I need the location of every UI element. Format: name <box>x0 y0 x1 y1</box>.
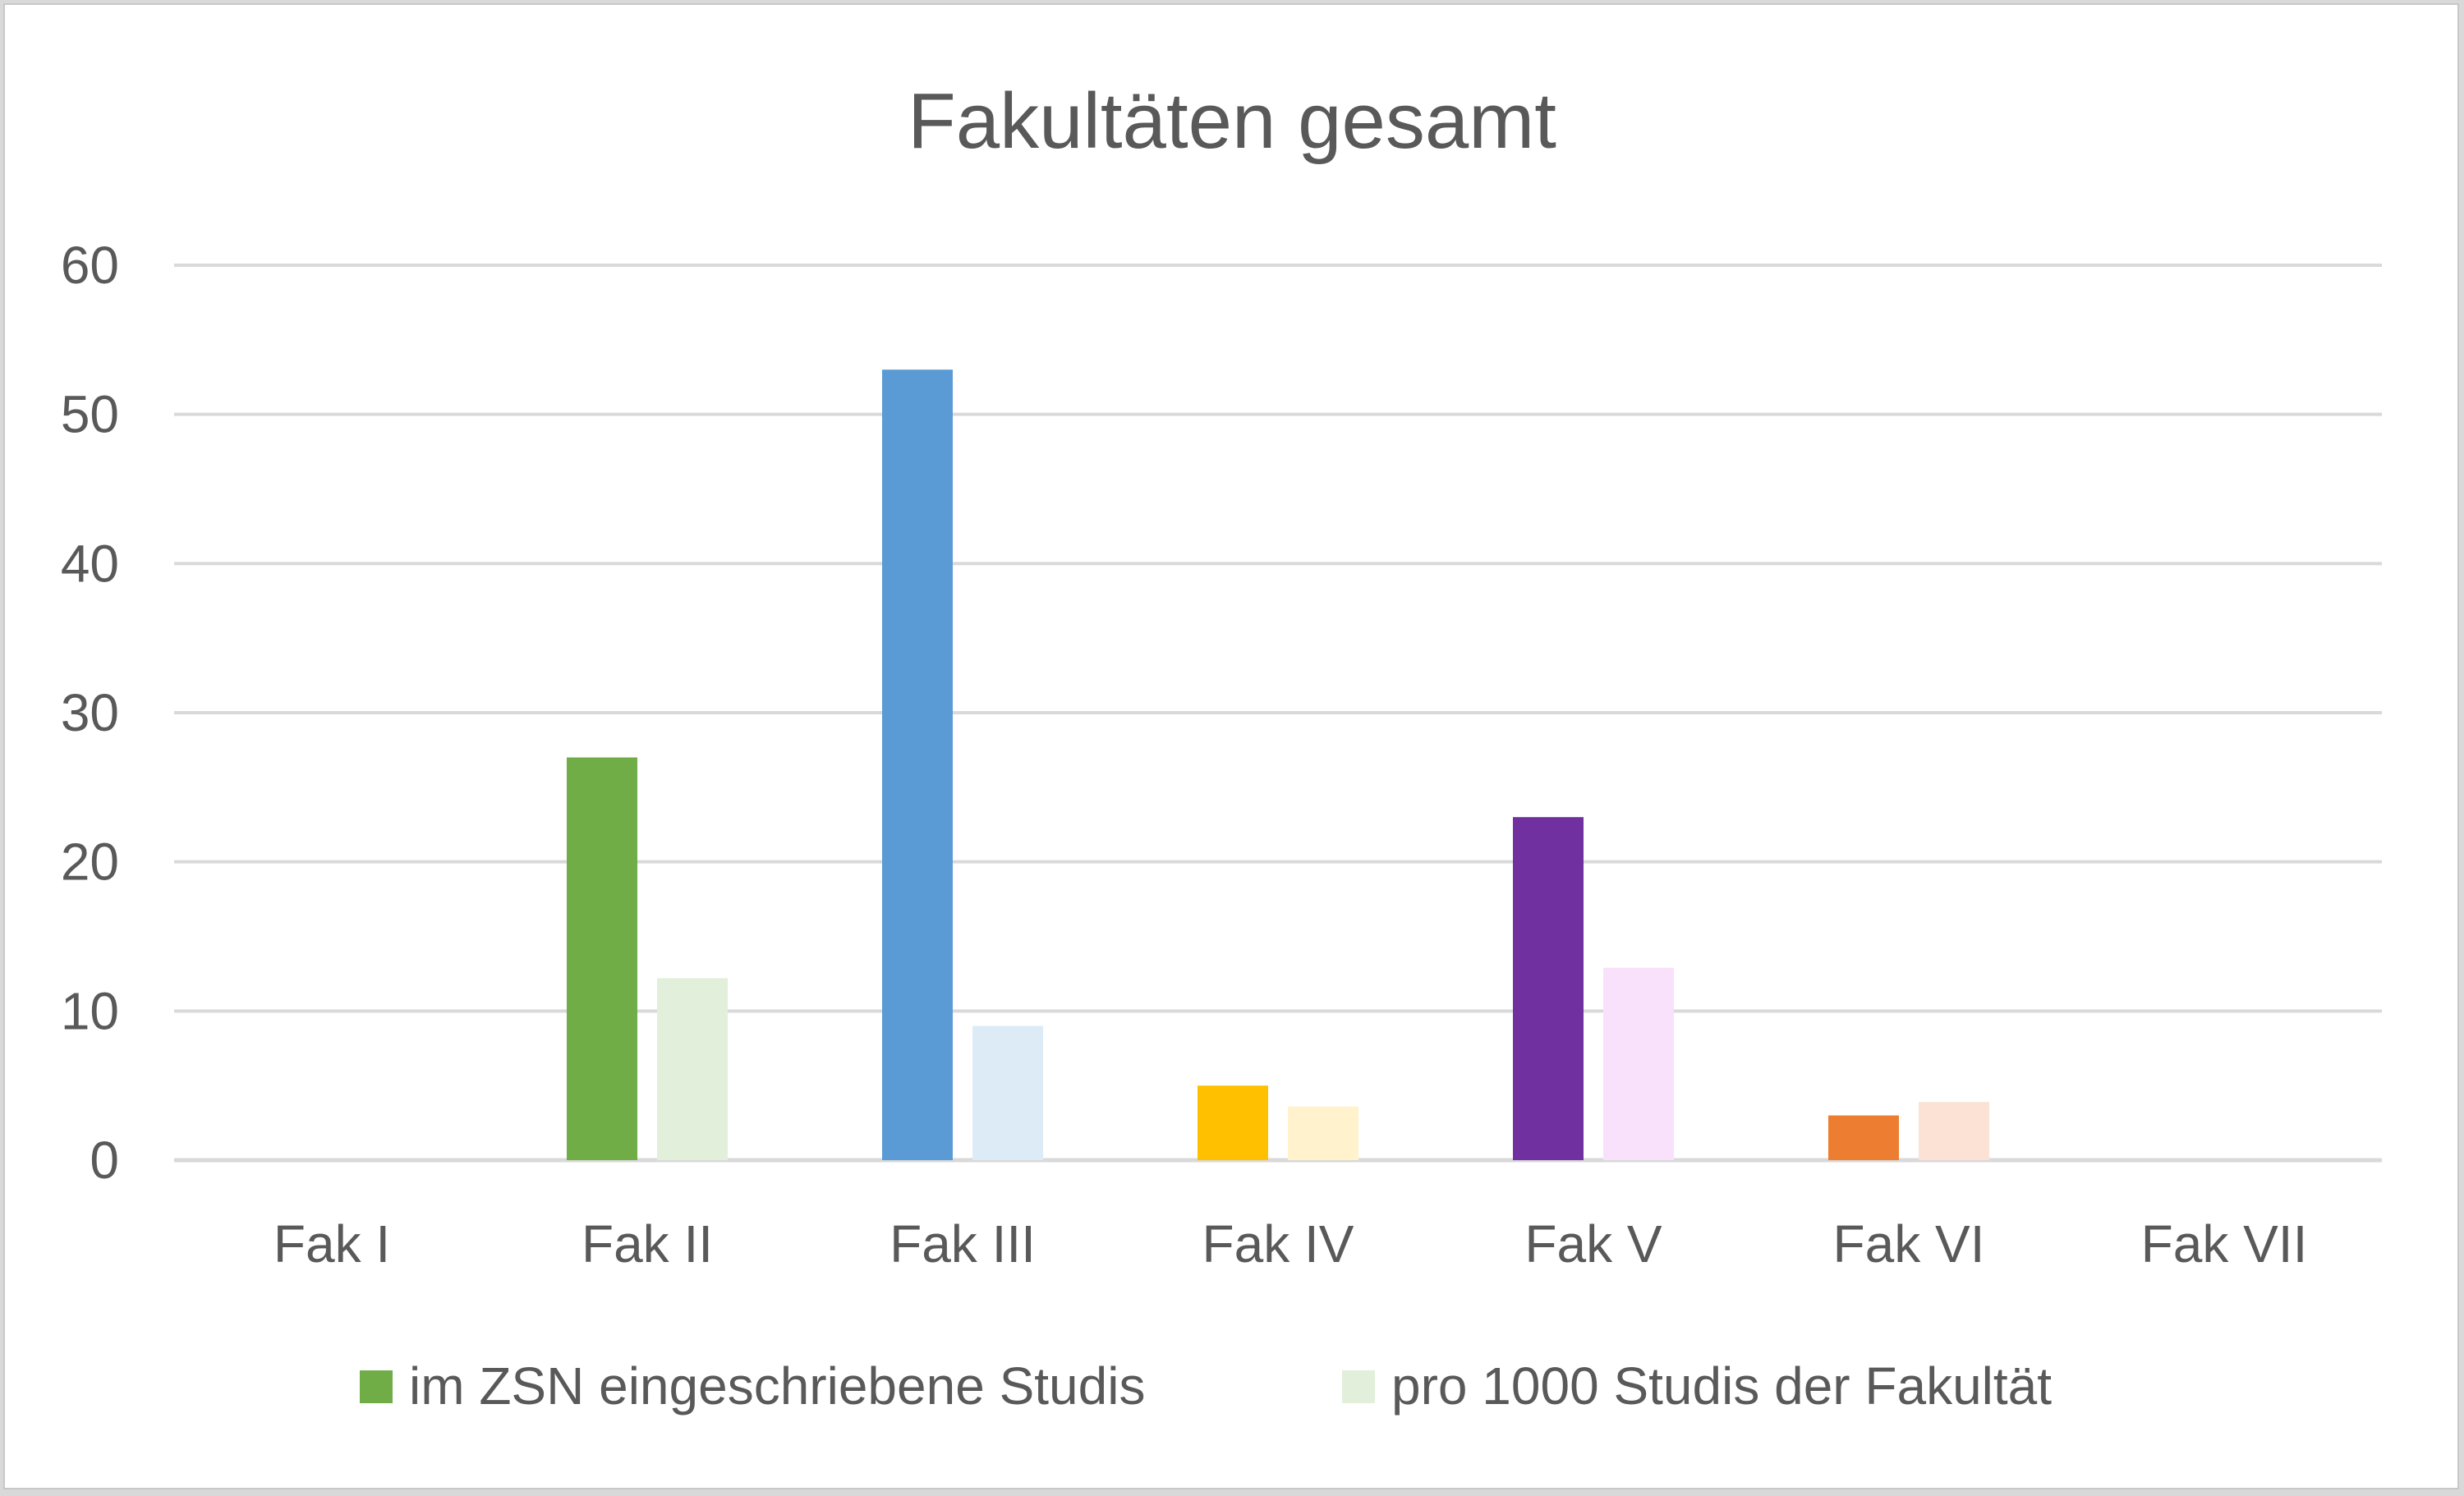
bars <box>567 369 1989 1161</box>
y-tick-label: 0 <box>90 1131 119 1190</box>
bar-series-2-fak-ii <box>657 978 728 1160</box>
y-tick-label: 60 <box>61 236 119 295</box>
x-tick-label: Fak IV <box>1202 1214 1354 1273</box>
x-tick-label: Fak V <box>1524 1214 1662 1273</box>
x-tick-label: Fak III <box>890 1214 1036 1273</box>
legend-label-series-2: pro 1000 Studis der Fakultät <box>1391 1356 2052 1416</box>
gridlines <box>174 264 2382 1163</box>
bar-series-1-fak-iii <box>882 369 953 1161</box>
x-tick-label: Fak VII <box>2141 1214 2308 1273</box>
y-tick-label: 30 <box>61 683 119 742</box>
bar-series-1-fak-iv <box>1198 1085 1268 1160</box>
legend: im ZSN eingeschriebene Studis pro 1000 S… <box>360 1356 2052 1416</box>
chart-frame <box>3 3 2459 1489</box>
bar-series-2-fak-iii <box>972 1026 1043 1160</box>
y-tick-label: 50 <box>61 385 119 444</box>
y-axis-tick-labels: 0 10 20 30 40 50 60 <box>61 236 119 1190</box>
bar-series-1-fak-vi <box>1828 1115 1899 1160</box>
bar-series-2-fak-v <box>1603 967 1674 1160</box>
bar-series-1-fak-ii <box>567 757 637 1160</box>
bar-series-1-fak-v <box>1513 817 1584 1160</box>
legend-label-series-1: im ZSN eingeschriebene Studis <box>409 1356 1145 1416</box>
legend-swatch-series-1 <box>360 1370 393 1403</box>
y-tick-label: 40 <box>61 534 119 593</box>
x-tick-label: Fak VI <box>1833 1214 1985 1273</box>
x-tick-label: Fak II <box>582 1214 713 1273</box>
legend-swatch-series-2 <box>1342 1370 1375 1403</box>
y-tick-label: 10 <box>61 981 119 1040</box>
chart-title: Fakultäten gesamt <box>908 77 1556 165</box>
bar-series-2-fak-vi <box>1919 1102 1989 1160</box>
x-tick-label: Fak I <box>274 1214 390 1273</box>
y-tick-label: 20 <box>61 833 119 892</box>
bar-series-2-fak-iv <box>1288 1106 1358 1160</box>
x-axis-tick-labels: Fak I Fak II Fak III Fak IV Fak V Fak VI Fak V… <box>274 1214 2307 1273</box>
